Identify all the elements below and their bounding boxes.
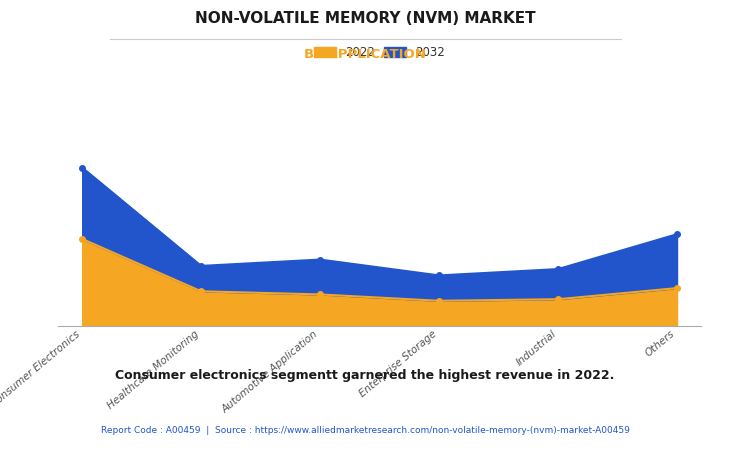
Text: NON-VOLATILE MEMORY (NVM) MARKET: NON-VOLATILE MEMORY (NVM) MARKET — [195, 11, 535, 26]
Text: Report Code : A00459  |  Source : https://www.alliedmarketresearch.com/non-volat: Report Code : A00459 | Source : https://… — [101, 426, 629, 435]
Text: Consumer electronics segmentt garnered the highest revenue in 2022.: Consumer electronics segmentt garnered t… — [115, 369, 615, 382]
Legend: 2022, 2032: 2022, 2032 — [311, 43, 448, 63]
Text: BY APPLICATION: BY APPLICATION — [304, 48, 426, 61]
